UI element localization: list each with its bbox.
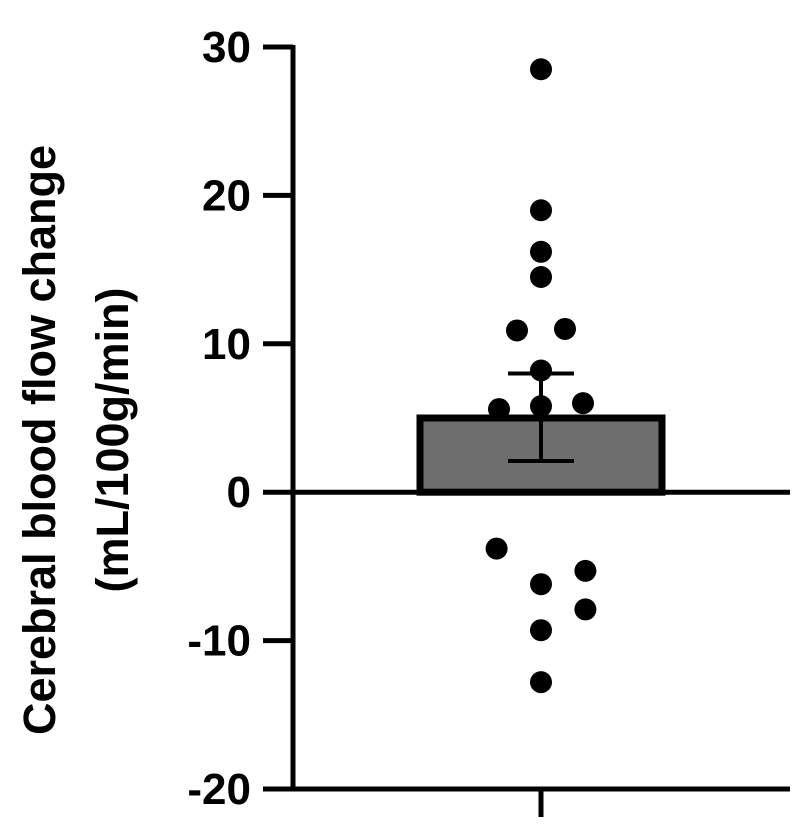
data-point (530, 199, 552, 222)
data-point (554, 317, 576, 340)
y-axis-label-line-2: (mL/100g/min) (87, 287, 138, 592)
y-tick-label: -20 (187, 765, 251, 814)
y-ticks: 30 20 10 0 -10 -20 (187, 23, 293, 814)
y-axis-label: Cerebral blood flow change (mL/100g/min) (14, 145, 138, 735)
data-point (530, 619, 552, 642)
data-point (488, 398, 510, 421)
data-point (574, 598, 597, 621)
y-tick-label: 20 (202, 171, 251, 220)
data-point (530, 359, 552, 382)
data-points (485, 58, 597, 694)
data-point (530, 240, 552, 263)
data-point (530, 58, 552, 81)
data-point (572, 392, 594, 415)
y-tick-label: 10 (202, 320, 251, 369)
data-point (530, 266, 552, 289)
y-axis-label-line-1: Cerebral blood flow change (14, 145, 65, 735)
error-bars (508, 371, 574, 464)
y-tick-label: 0 (227, 468, 251, 517)
y-tick-label: 30 (202, 23, 251, 72)
y-tick-label: -10 (187, 617, 251, 666)
data-point (574, 559, 597, 582)
data-point (506, 319, 528, 342)
data-point (485, 537, 508, 560)
data-point (530, 671, 552, 694)
data-point (530, 573, 552, 596)
